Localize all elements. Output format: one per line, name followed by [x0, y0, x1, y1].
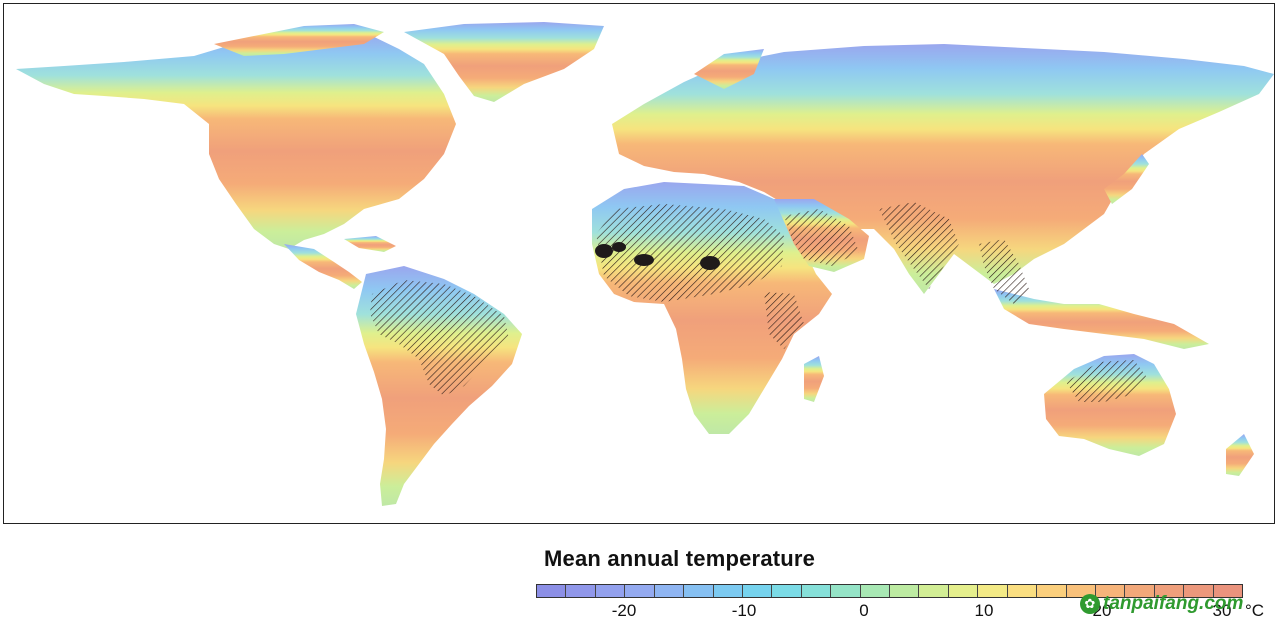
colorbar-tick-label: -20 [611, 601, 637, 620]
colorbar-tick-label: 0 [859, 601, 869, 620]
colorbar-bin [713, 585, 743, 597]
world-temperature-map [3, 3, 1275, 524]
hottest-spots [595, 242, 720, 270]
watermark-text: tanpaifang.com [1103, 593, 1244, 614]
central-america [284, 244, 362, 289]
hatch-southeast-asia [979, 239, 1029, 304]
hatch-east-africa [764, 292, 804, 349]
colorbar-bin [1037, 585, 1067, 597]
north-america-landmass [16, 32, 456, 249]
greenland [404, 22, 604, 102]
colorbar-bin [684, 585, 714, 597]
colorbar-tick-label: 30 [1212, 601, 1232, 620]
hot-spot-west-sahara [595, 244, 613, 258]
watermark: ✿ tanpaifang.com [1080, 591, 1243, 617]
colorbar-bin [742, 585, 773, 597]
arctic-islands [214, 24, 384, 56]
eurasia-landmass [612, 44, 1274, 294]
scandinavia [694, 49, 764, 89]
hatch-sahara [596, 204, 784, 302]
madagascar [804, 356, 824, 402]
colorbar-bin [831, 585, 861, 597]
colorbar-bin [595, 585, 626, 597]
colorbar-bin [566, 585, 596, 597]
colorbar-bin [772, 585, 802, 597]
colorbar-unit-label: °C [1245, 601, 1265, 620]
colorbar-bin [1184, 585, 1214, 597]
colorbar-bin [654, 585, 685, 597]
colorbar-tick-label: 10 [974, 601, 994, 620]
legend-title: Mean annual temperature [544, 546, 816, 571]
colorbar-bin [890, 585, 920, 597]
hatch-amazon [370, 280, 509, 396]
colorbar-bin [537, 585, 567, 597]
hot-spot-niger [700, 256, 720, 270]
maritime-southeast-asia [994, 289, 1209, 349]
colorbar-bin [948, 585, 979, 597]
hot-spot-mali [634, 254, 654, 266]
hatch-arabia [784, 209, 859, 266]
leaf-logo-icon: ✿ [1080, 594, 1100, 614]
japan [1104, 154, 1149, 204]
hatch-australia [1066, 360, 1146, 402]
hot-spot-sahel [612, 242, 626, 252]
colorbar-bin [1125, 585, 1155, 597]
new-zealand [1226, 434, 1254, 476]
colorbar-bin [1154, 585, 1185, 597]
colorbar-tick-label: -10 [731, 601, 757, 620]
map-canvas [16, 22, 1274, 506]
colorbar-bin [625, 585, 655, 597]
caribbean-islands [344, 236, 396, 252]
colorbar-bin [1213, 585, 1243, 597]
colorbar-bin [919, 585, 949, 597]
colorbar-bin [801, 585, 832, 597]
temperature-colorbar [536, 584, 1243, 598]
colorbar-bin [1007, 585, 1038, 597]
hatched-regions [370, 202, 1146, 402]
colorbar-bin [1096, 585, 1126, 597]
colorbar-bin [860, 585, 891, 597]
colorbar-bin [978, 585, 1008, 597]
hatch-india [879, 202, 959, 289]
